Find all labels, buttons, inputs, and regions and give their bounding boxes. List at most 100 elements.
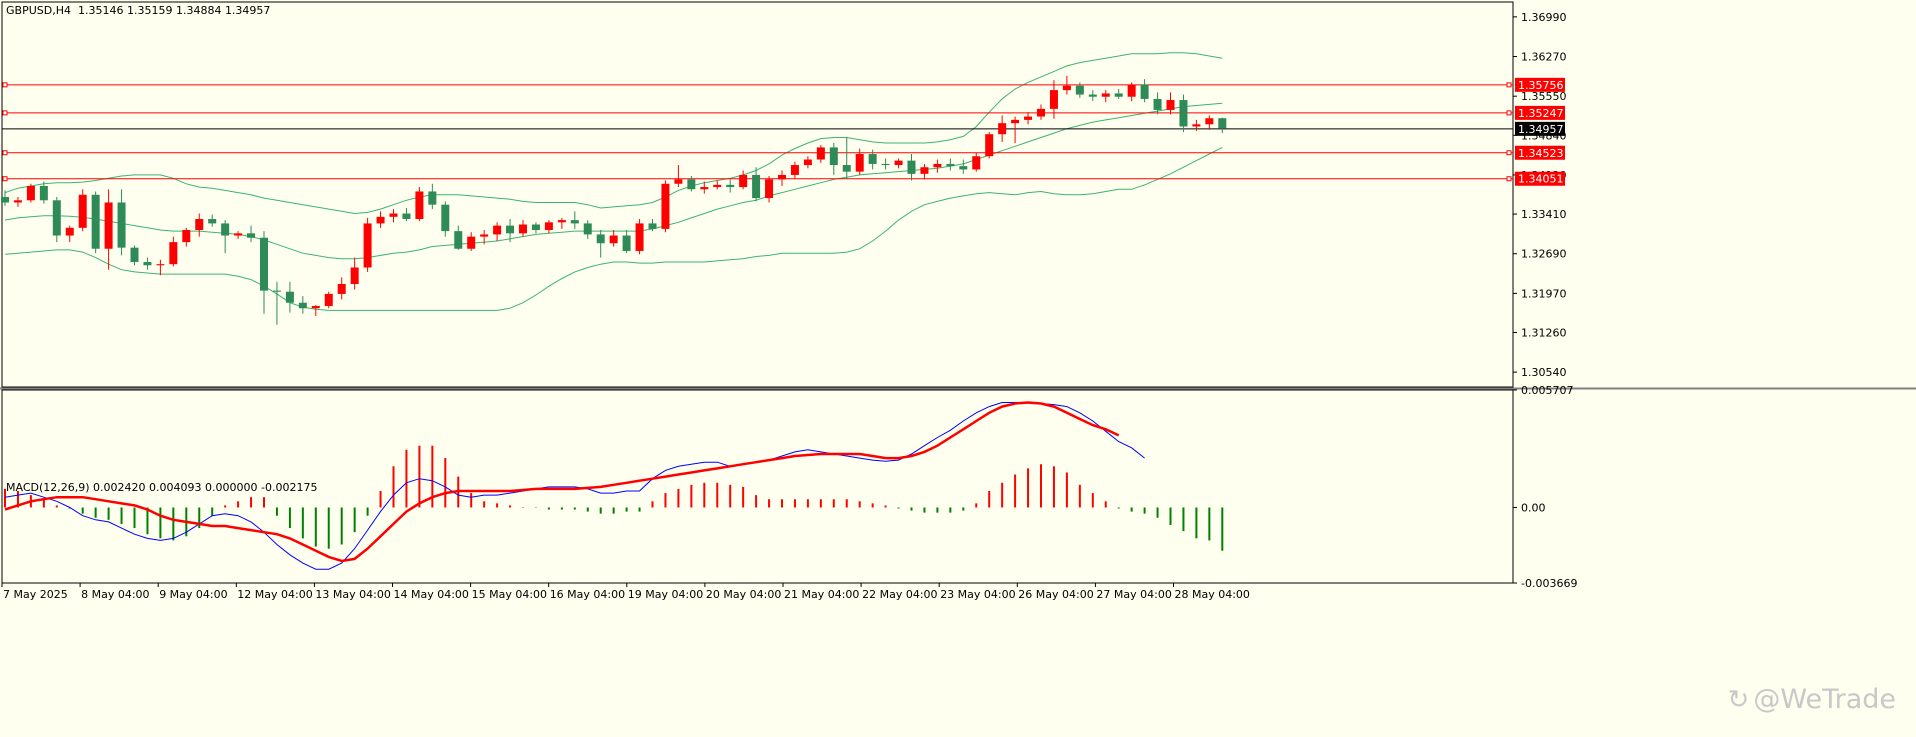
bullish-candle [739,174,748,188]
level-handle-left [2,150,8,156]
bullish-candle [765,179,774,199]
price-axis-label: 1.36990 [1521,11,1567,24]
price-axis-label: 1.31970 [1521,287,1567,300]
level-price-label: 1.35756 [1518,79,1564,92]
level-price-tag [1515,105,1565,120]
bullish-candle [803,159,812,166]
bearish-candle [1218,118,1227,129]
bullish-candle [1062,85,1071,91]
bullish-candle [674,179,683,184]
bearish-candle [130,247,139,262]
bollinger-lower-band [4,146,1223,311]
bearish-candle [428,191,437,205]
bullish-candle [557,220,566,223]
bearish-candle [506,225,515,234]
time-axis-label: 15 May 04:00 [472,588,547,601]
bullish-candle [467,236,476,249]
bearish-candle [272,290,281,292]
price-axis-label: 1.32690 [1521,248,1567,261]
bearish-candle [208,219,217,224]
bullish-candle [519,224,527,234]
bearish-candle [648,223,657,229]
time-axis-label: 21 May 04:00 [784,588,859,601]
time-axis-label: 26 May 04:00 [1018,588,1093,601]
bullish-candle [493,225,502,235]
time-axis-label: 9 May 04:00 [159,588,227,601]
bearish-candle [1088,94,1097,97]
bearish-candle [117,202,126,248]
level-price-label: 1.35247 [1518,107,1564,120]
bearish-candle [583,223,592,235]
signal-line [4,401,1120,563]
bearish-candle [143,261,152,266]
bearish-candle [868,154,877,164]
bullish-candle [661,183,670,229]
level-price-tag [1515,145,1565,160]
watermark-text: @WeTrade [1753,684,1896,715]
bullish-candle [337,284,346,294]
time-axis-label: 28 May 04:00 [1175,588,1250,601]
time-axis-label: 8 May 04:00 [81,588,149,601]
bullish-candle [778,174,786,180]
price-axis-label: 1.35550 [1521,90,1567,103]
bullish-candle [234,233,243,236]
bearish-candle [1075,85,1084,95]
symbol-label: GBPUSD,H4 [6,4,71,17]
bullish-candle [415,191,424,220]
bullish-candle [1011,119,1020,124]
bullish-candle [700,187,709,190]
bullish-candle [1037,108,1045,117]
bearish-candle [531,224,540,231]
watermark: ↻ @WeTrade [1728,684,1896,715]
time-axis-label: 20 May 04:00 [706,588,781,601]
bearish-candle [687,179,696,190]
price-axis-label: 1.36270 [1521,51,1567,64]
bearish-candle [402,213,411,220]
bullish-candle [816,147,825,160]
bullish-candle [985,134,994,157]
current-price-label: 1.34957 [1518,123,1564,136]
level-price-label: 1.34523 [1518,147,1564,160]
time-axis-label: 19 May 04:00 [628,588,703,601]
level-handle-right [1506,110,1512,116]
bearish-candle [1140,84,1149,99]
bullish-candle [389,213,398,217]
bearish-candle [570,220,579,224]
bullish-candle [635,223,644,251]
bearish-candle [52,200,61,236]
bearish-candle [752,174,761,199]
price-axis-label: 1.31260 [1521,326,1567,339]
level-handle-right [1506,150,1512,156]
bearish-candle [946,163,955,167]
bearish-candle [260,237,268,291]
price-axis-label: 1.33410 [1521,208,1567,221]
bullish-candle [13,200,22,203]
wetrade-logo-icon: ↻ [1727,685,1750,715]
time-axis-label: 12 May 04:00 [237,588,312,601]
bullish-candle [78,194,87,228]
bearish-candle [221,223,230,236]
bullish-candle [1192,124,1201,127]
macd-line [4,402,1145,570]
bullish-candle [1166,100,1175,110]
level-price-tag [1515,77,1565,92]
bullish-candle [1024,116,1033,120]
bullish-candle [350,267,359,285]
price-header: GBPUSD,H4 1.35146 1.35159 1.34884 1.3495… [6,4,270,17]
bullish-candle [182,230,191,243]
bearish-candle [726,184,735,188]
bullish-candle [855,154,864,172]
bullish-candle [713,184,722,188]
bullish-candle [1101,93,1110,97]
level-handle-right [1506,82,1512,88]
bullish-candle [933,163,942,168]
bullish-candle [480,234,489,237]
bearish-candle [441,204,450,232]
bullish-candle [104,202,113,249]
time-axis-label: 23 May 04:00 [940,588,1015,601]
ohlc-values: 1.35146 1.35159 1.34884 1.34957 [77,4,271,17]
level-handle-left [2,82,8,88]
bullish-candle [609,235,618,244]
